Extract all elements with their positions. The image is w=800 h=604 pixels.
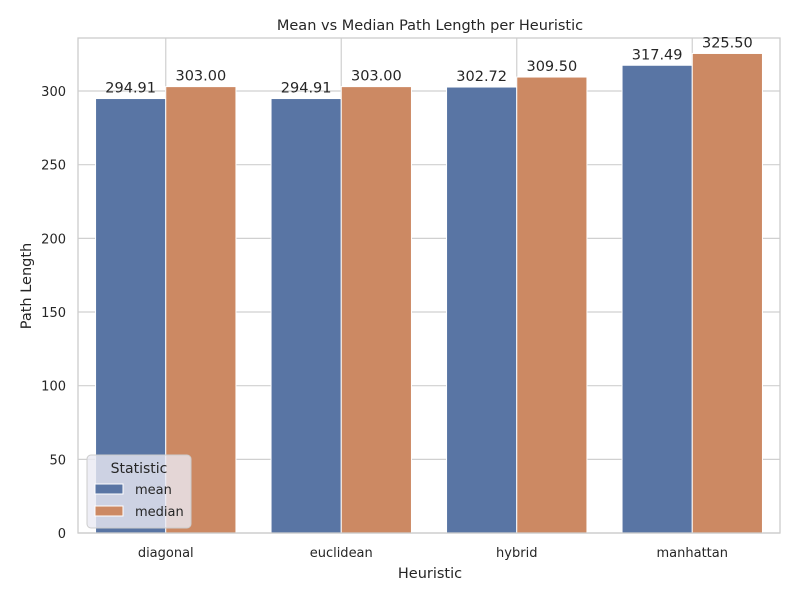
bar-mean-hybrid — [446, 86, 518, 534]
bars — [95, 52, 763, 534]
y-tick-label: 150 — [41, 306, 66, 321]
y-tick-label: 300 — [41, 85, 66, 100]
data-label-mean-euclidean: 294.91 — [281, 81, 332, 97]
y-axis-label: Path Length — [19, 243, 35, 329]
bar-median-euclidean — [340, 86, 412, 534]
data-label-median-diagonal: 303.00 — [175, 69, 226, 85]
y-tick-label: 200 — [41, 232, 66, 247]
axes: 0 50 100 150 200 250 300 diagonal euclidean hybri… — [41, 85, 728, 561]
x-axis-label: Heuristic — [398, 566, 462, 582]
y-tick-label: 100 — [41, 380, 66, 395]
data-label-median-hybrid: 309.50 — [526, 59, 577, 75]
y-tick-label: 0 — [58, 527, 66, 542]
chart-title: Mean vs Median Path Length per Heuristic — [277, 18, 583, 34]
plot-frame-border — [77, 37, 781, 534]
bar-mean-manhattan — [621, 64, 693, 534]
y-tick-label: 50 — [49, 453, 66, 468]
plot-frame — [77, 37, 781, 534]
data-label-mean-hybrid: 302.72 — [456, 69, 507, 85]
x-tick-label-manhattan: manhattan — [657, 546, 728, 561]
y-tick-label: 250 — [41, 159, 66, 174]
data-labels: 294.91 303.00 294.91 303.00 302.72 309.50 317.… — [105, 35, 752, 96]
x-tick-label-hybrid: hybrid — [496, 546, 537, 561]
bar-median-manhattan — [691, 52, 763, 534]
legend-label-mean: mean — [135, 483, 172, 498]
legend-swatch-mean — [94, 483, 124, 495]
bar-median-hybrid — [516, 76, 588, 534]
data-label-median-euclidean: 303.00 — [351, 69, 402, 85]
bar-mean-euclidean — [270, 98, 342, 534]
legend-label-median: median — [135, 505, 184, 520]
data-label-mean-diagonal: 294.91 — [105, 81, 156, 97]
data-label-median-manhattan: 325.50 — [702, 35, 753, 51]
legend: Statistic mean median — [86, 454, 192, 529]
x-tick-label-diagonal: diagonal — [138, 546, 194, 561]
legend-title: Statistic — [111, 461, 168, 477]
legend-swatch-median — [94, 505, 124, 517]
data-label-mean-manhattan: 317.49 — [632, 47, 683, 63]
x-tick-label-euclidean: euclidean — [310, 546, 373, 561]
